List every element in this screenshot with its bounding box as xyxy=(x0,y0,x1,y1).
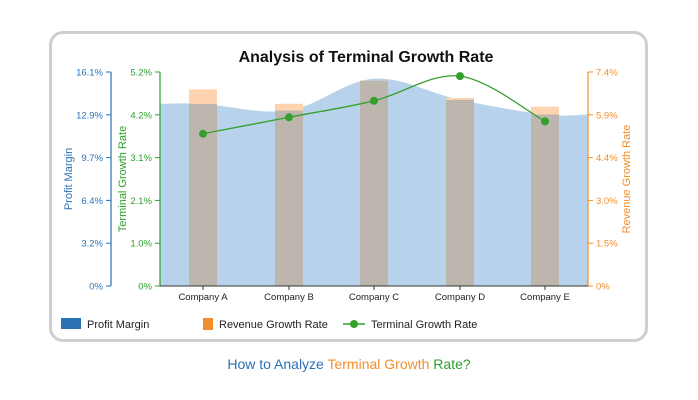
legend-marker-terminal-growth xyxy=(350,320,358,328)
x-tick-label-2: Company B xyxy=(264,292,314,303)
terminal-growth-point-2 xyxy=(285,113,293,122)
caption-part-3: Rate? xyxy=(429,356,471,372)
x-tick-label-1: Company A xyxy=(178,292,228,303)
terminal-tick-label-1: 1.0% xyxy=(130,239,152,250)
profit-tick-label-5: 16.1% xyxy=(76,68,103,79)
terminal-tick-label-5: 5.2% xyxy=(130,68,152,79)
x-tick-label-5: Company E xyxy=(520,292,570,303)
terminal-growth-point-4 xyxy=(456,72,464,81)
revenue-tick-label-0: 0% xyxy=(596,282,610,293)
chart-title: Analysis of Terminal Growth Rate xyxy=(239,49,494,66)
revenue-bar-overlap-3 xyxy=(360,80,388,286)
profit-tick-label-1: 3.2% xyxy=(81,239,103,250)
revenue-bar-overlap-4 xyxy=(446,99,474,286)
profit-tick-label-4: 12.9% xyxy=(76,110,103,121)
revenue-tick-label-5: 7.4% xyxy=(596,68,618,79)
terminal-growth-point-5 xyxy=(541,117,549,126)
terminal-tick-label-0: 0% xyxy=(138,282,152,293)
revenue-bar-overlap-5 xyxy=(531,114,559,286)
terminal-growth-point-3 xyxy=(370,96,378,105)
revenue-tick-label-3: 4.4% xyxy=(596,153,618,164)
terminal-tick-label-2: 2.1% xyxy=(130,196,152,207)
revenue-tick-label-1: 1.5% xyxy=(596,239,618,250)
caption-part-2: Terminal Growth xyxy=(327,356,430,372)
caption-part-1: How to Analyze xyxy=(227,356,328,372)
legend-swatch-profit-margin xyxy=(61,318,81,329)
revenue-axis-title: Revenue Growth Rate xyxy=(621,125,633,234)
x-tick-label-3: Company C xyxy=(349,292,399,303)
legend-label-revenue-growth: Revenue Growth Rate xyxy=(219,319,328,331)
terminal-tick-label-4: 4.2% xyxy=(130,110,152,121)
terminal-tick-label-3: 3.1% xyxy=(130,153,152,164)
legend-label-terminal-growth: Terminal Growth Rate xyxy=(371,319,477,331)
terminal-growth-point-1 xyxy=(199,129,207,138)
legend-swatch-revenue-growth xyxy=(203,318,213,330)
terminal-axis-title: Terminal Growth Rate xyxy=(117,126,129,232)
caption[interactable]: How to Analyze Terminal Growth Rate? xyxy=(0,356,698,372)
chart: Analysis of Terminal Growth Rate 0% 3.2% 6.… xyxy=(61,49,633,331)
profit-axis-title: Profit Margin xyxy=(63,148,75,210)
profit-tick-label-0: 0% xyxy=(89,282,103,293)
revenue-tick-label-4: 5.9% xyxy=(596,110,618,121)
profit-tick-label-3: 9.7% xyxy=(81,153,103,164)
legend-label-profit-margin: Profit Margin xyxy=(87,319,149,331)
x-tick-label-4: Company D xyxy=(435,292,485,303)
profit-tick-label-2: 6.4% xyxy=(81,196,103,207)
revenue-bar-overlap-2 xyxy=(275,110,303,286)
revenue-tick-label-2: 3.0% xyxy=(596,196,618,207)
